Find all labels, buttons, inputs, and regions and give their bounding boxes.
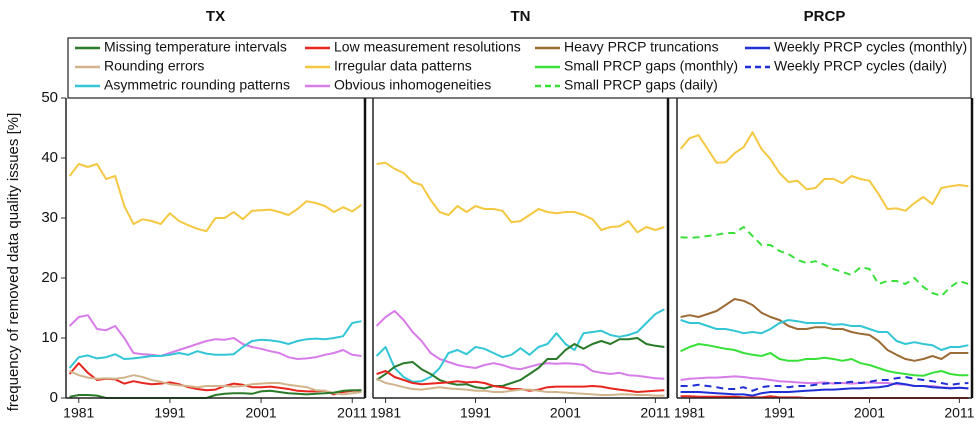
x-tick-label: 2011 bbox=[640, 405, 670, 421]
legend-label: Missing temperature intervals bbox=[104, 39, 287, 55]
series-line bbox=[376, 377, 665, 397]
panel-title: TN bbox=[511, 8, 531, 25]
panel-title: PRCP bbox=[804, 8, 846, 25]
series-line bbox=[680, 382, 969, 397]
x-tick-label: 1991 bbox=[154, 405, 185, 421]
y-tick-label: 20 bbox=[41, 269, 58, 286]
y-tick-label: 0 bbox=[50, 389, 58, 406]
x-tick-label: 2001 bbox=[550, 405, 581, 421]
series-line bbox=[680, 376, 969, 392]
y-tick-label: 30 bbox=[41, 209, 58, 226]
legend-label: Heavy PRCP truncations bbox=[564, 39, 719, 55]
legend-label: Irregular data patterns bbox=[334, 58, 472, 74]
legend-box bbox=[67, 37, 972, 99]
series-line bbox=[375, 308, 665, 383]
series-line bbox=[69, 370, 362, 396]
y-tick-label: 40 bbox=[41, 149, 58, 166]
series-line bbox=[375, 310, 665, 380]
x-tick-label: 2001 bbox=[246, 405, 277, 421]
series-line bbox=[680, 319, 969, 351]
x-tick-label: 2001 bbox=[854, 405, 885, 421]
y-tick-label: 10 bbox=[41, 329, 58, 346]
legend-label: Obvious inhomogeneities bbox=[334, 77, 491, 93]
series-line bbox=[679, 131, 969, 212]
series-line bbox=[680, 343, 969, 377]
legend-label: Weekly PRCP cycles (daily) bbox=[774, 58, 947, 74]
x-tick-label: 1981 bbox=[370, 405, 401, 421]
y-axis-label: frequency of removed data quality issues… bbox=[5, 113, 22, 412]
panel-title: TX bbox=[206, 8, 225, 25]
legend-label: Weekly PRCP cycles (monthly) bbox=[774, 39, 967, 55]
x-tick-label: 2011 bbox=[337, 405, 367, 421]
series-line bbox=[376, 161, 665, 234]
series-line bbox=[68, 320, 362, 369]
series-line bbox=[68, 163, 362, 233]
series-line bbox=[680, 298, 969, 362]
series-line bbox=[68, 362, 362, 396]
legend-label: Small PRCP gaps (monthly) bbox=[564, 58, 738, 74]
legend-label: Rounding errors bbox=[104, 58, 204, 74]
x-tick-label: 1991 bbox=[460, 405, 491, 421]
x-tick-label: 1991 bbox=[764, 405, 795, 421]
series-line bbox=[376, 337, 665, 390]
series-line bbox=[68, 314, 362, 360]
x-tick-label: 1981 bbox=[674, 405, 705, 421]
legend-label: Small PRCP gaps (daily) bbox=[564, 77, 718, 93]
x-tick-label: 1981 bbox=[63, 405, 94, 421]
y-tick-label: 50 bbox=[41, 89, 58, 106]
legend-label: Asymmetric rounding patterns bbox=[104, 77, 290, 93]
legend-label: Low measurement resolutions bbox=[334, 39, 521, 55]
x-tick-label: 2011 bbox=[944, 405, 974, 421]
series-line bbox=[680, 226, 969, 297]
